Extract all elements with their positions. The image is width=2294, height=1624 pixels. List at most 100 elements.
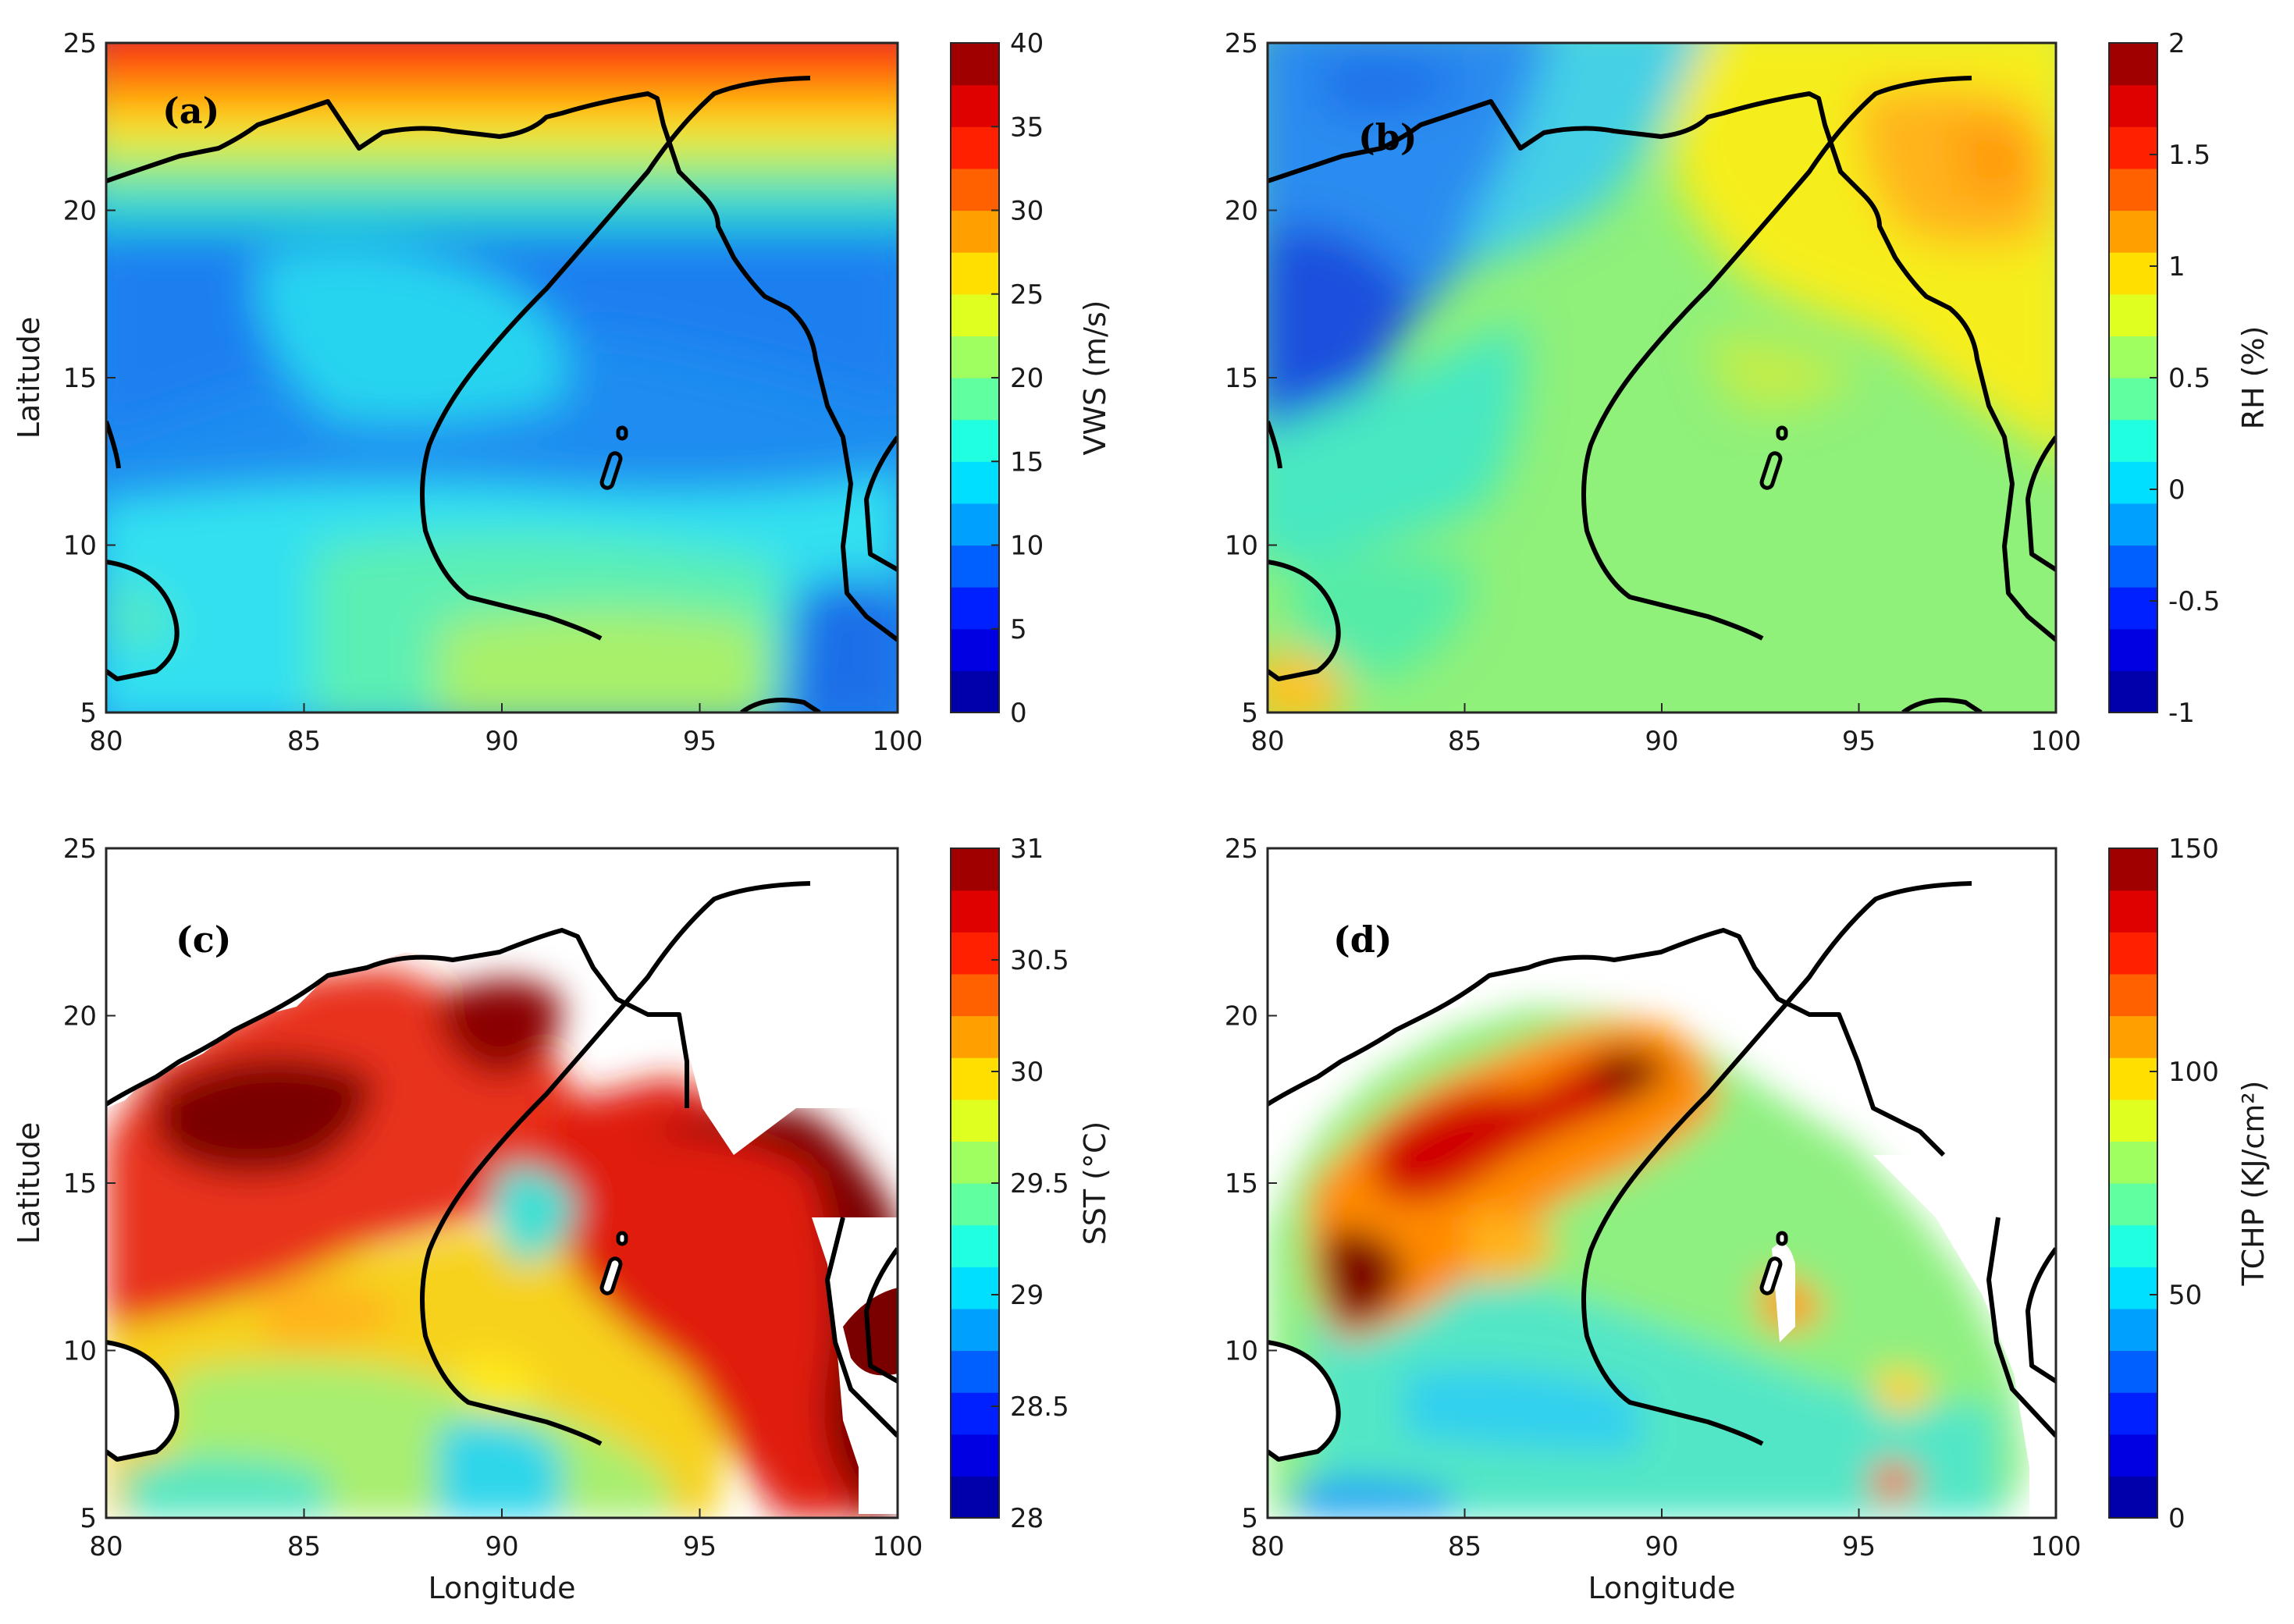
colorbar-label: VWS (m/s) xyxy=(1078,300,1112,455)
colorbar-band xyxy=(951,84,999,127)
colorbar-label: SST (°C) xyxy=(1078,1121,1112,1246)
colorbar-tick-label: 5 xyxy=(1010,614,1027,645)
colorbar-tick-label: -1 xyxy=(2168,698,2195,729)
colorbar-band xyxy=(2109,503,2157,546)
y-tick-label: 15 xyxy=(1225,1168,1258,1199)
colorbar-band xyxy=(2109,890,2157,933)
y-tick-label: 25 xyxy=(1225,833,1258,865)
colorbar-band xyxy=(951,503,999,546)
y-tick-label: 15 xyxy=(63,1168,97,1199)
colorbar-band xyxy=(951,378,999,421)
colorbar-band xyxy=(2109,293,2157,336)
colorbar-band xyxy=(2109,973,2157,1017)
panel-a-label: (a) xyxy=(162,90,219,132)
colorbar-band xyxy=(951,973,999,1017)
colorbar-tick-label: 28.5 xyxy=(1010,1391,1069,1423)
x-tick-label: 95 xyxy=(1842,726,1876,757)
colorbar-band xyxy=(2109,1392,2157,1435)
y-tick-label: 20 xyxy=(1225,196,1258,227)
colorbar-tick-label: 0 xyxy=(1010,698,1027,729)
y-tick-label: 15 xyxy=(63,363,97,394)
y-tick-label: 5 xyxy=(80,1503,97,1534)
colorbar-tick-label: 100 xyxy=(2168,1057,2219,1088)
colorbar-band xyxy=(951,628,999,671)
colorbar-band xyxy=(951,670,999,713)
colorbar-band xyxy=(2109,336,2157,378)
panel-b-field xyxy=(1268,43,2056,712)
colorbar-band xyxy=(2109,252,2157,295)
colorbar-band xyxy=(951,1267,999,1310)
x-tick-label: 85 xyxy=(287,726,321,757)
colorbar-tick-label: 29.5 xyxy=(1010,1168,1069,1199)
colorbar-tick-label: 28 xyxy=(1010,1503,1044,1534)
colorbar-band xyxy=(2109,1308,2157,1352)
panel-b-island xyxy=(1759,425,1788,490)
x-tick-label: 90 xyxy=(485,1531,518,1562)
colorbar-band xyxy=(951,1015,999,1058)
colorbar-tick-label: 40 xyxy=(1010,28,1044,59)
colorbar-band xyxy=(2109,1057,2157,1100)
colorbar-band xyxy=(951,43,999,86)
colorbar-band xyxy=(2109,1434,2157,1477)
colorbar-band xyxy=(2109,1015,2157,1058)
colorbar-band xyxy=(2109,1476,2157,1519)
panel-d-island xyxy=(1759,1231,1788,1295)
colorbar-band xyxy=(951,1434,999,1477)
y-tick-label: 25 xyxy=(63,28,97,59)
panel-b: (b) xyxy=(1266,41,2057,714)
panel-a-coastline xyxy=(106,91,898,712)
colorbar-band xyxy=(2109,932,2157,975)
y-tick-label: 10 xyxy=(63,531,97,562)
x-tick-label: 90 xyxy=(1645,726,1678,757)
colorbar-band xyxy=(951,1224,999,1267)
panel-a: (a) xyxy=(105,41,899,714)
colorbar-tick-label: 10 xyxy=(1010,531,1044,562)
colorbar-tick-label: 0 xyxy=(2168,1503,2186,1534)
x-tick-label: 100 xyxy=(873,726,923,757)
x-tick-label: 100 xyxy=(2031,1531,2082,1562)
colorbar-tick-label: 31 xyxy=(1010,833,1044,865)
colorbar-tick-label: 1 xyxy=(2168,251,2186,283)
panel-d-track xyxy=(1581,881,1972,1446)
colorbar-tick-label: 15 xyxy=(1010,446,1044,478)
panel-b-track xyxy=(1581,76,1972,641)
y-tick-label: 15 xyxy=(1225,363,1258,394)
colorbar-band xyxy=(951,419,999,462)
colorbar-band xyxy=(2109,1183,2157,1226)
x-tick-label: 80 xyxy=(1250,726,1284,757)
x-tick-label: 90 xyxy=(1645,1531,1678,1562)
panel-c-field xyxy=(106,848,898,1518)
x-tick-label: 95 xyxy=(683,726,717,757)
colorbar-band xyxy=(2109,628,2157,671)
colorbar-band xyxy=(2109,461,2157,504)
x-tick-label: 100 xyxy=(873,1531,923,1562)
colorbar-tick-label: 0 xyxy=(2168,474,2186,506)
x-tick-label: 90 xyxy=(485,726,518,757)
y-tick-label: 20 xyxy=(1225,1001,1258,1032)
colorbar-band xyxy=(2109,43,2157,86)
y-tick-label: 5 xyxy=(1241,1503,1258,1534)
colorbar-band xyxy=(951,461,999,504)
colorbar-frame xyxy=(2108,848,2158,1519)
colorbar-tick-label: 35 xyxy=(1010,112,1044,143)
x-tick-label: 85 xyxy=(1448,1531,1481,1562)
x-axis-label: Longitude xyxy=(1588,1571,1736,1605)
y-tick-label: 10 xyxy=(1225,1336,1258,1367)
y-axis-label: Latitude xyxy=(12,1122,46,1244)
colorbar-band xyxy=(951,210,999,253)
colorbar-band xyxy=(2109,1224,2157,1267)
panel-b-coastline xyxy=(1268,91,2056,712)
panel-d-coastline xyxy=(1268,928,2056,1462)
axes-and-colorbars: 80 85 90 95 100252015105Latitude403530252015… xyxy=(12,28,2271,1605)
y-tick-label: 5 xyxy=(80,698,97,729)
colorbar-band xyxy=(951,1141,999,1184)
colorbar-band xyxy=(2109,1099,2157,1142)
colorbar-band xyxy=(951,126,999,169)
colorbar-tick-label: 0.5 xyxy=(2168,363,2210,394)
colorbar-band xyxy=(951,890,999,933)
colorbar-band xyxy=(2109,545,2157,588)
colorbar-band xyxy=(2109,419,2157,462)
y-tick-label: 25 xyxy=(63,833,97,865)
